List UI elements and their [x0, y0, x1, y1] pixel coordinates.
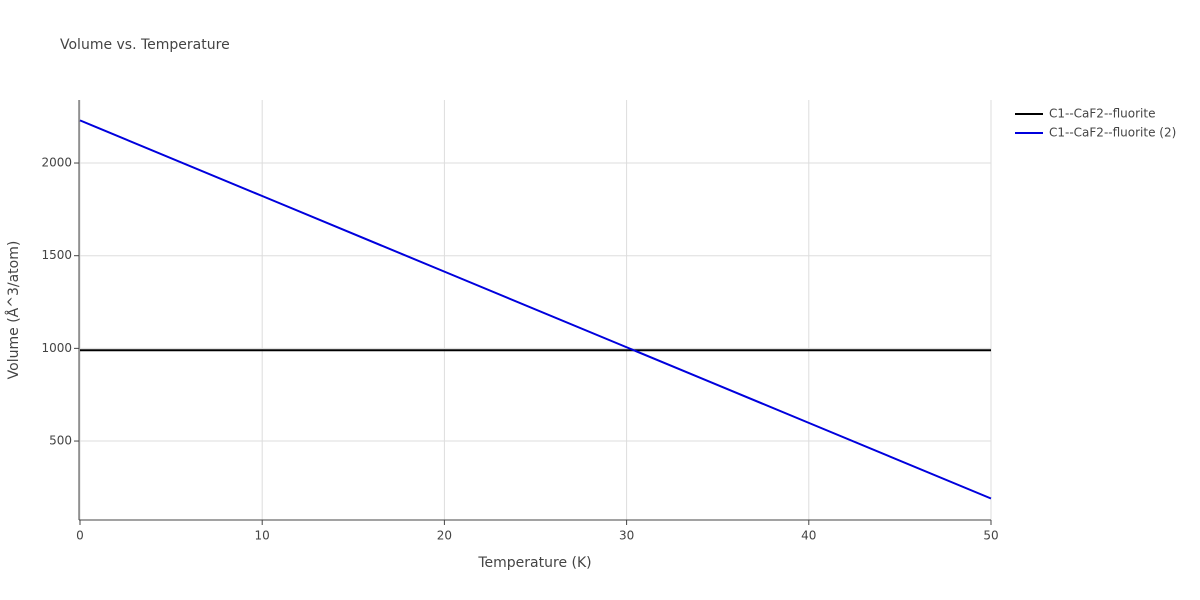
series-line	[79, 119, 992, 500]
legend-label: C1--CaF2--fluorite (2)	[1049, 126, 1176, 140]
y-tick-label: 500	[49, 434, 72, 448]
chart-title: Volume vs. Temperature	[60, 37, 230, 53]
x-tick-label: 0	[76, 529, 84, 543]
x-tick-label: 20	[437, 529, 452, 543]
x-axis-label: Temperature (K)	[477, 555, 591, 571]
y-tick-label: 2000	[41, 156, 72, 170]
x-tick-label: 30	[619, 529, 634, 543]
plot	[79, 119, 992, 500]
y-axis-label: Volume (Å^3/atom)	[5, 241, 22, 380]
y-tick-label: 1000	[41, 341, 72, 355]
y-tick-label: 1500	[41, 248, 72, 262]
legend-label: C1--CaF2--fluorite	[1049, 107, 1155, 121]
x-tick-label: 10	[255, 529, 270, 543]
x-tick-label: 40	[801, 529, 816, 543]
x-tick-label: 50	[983, 529, 998, 543]
grid	[79, 100, 992, 520]
